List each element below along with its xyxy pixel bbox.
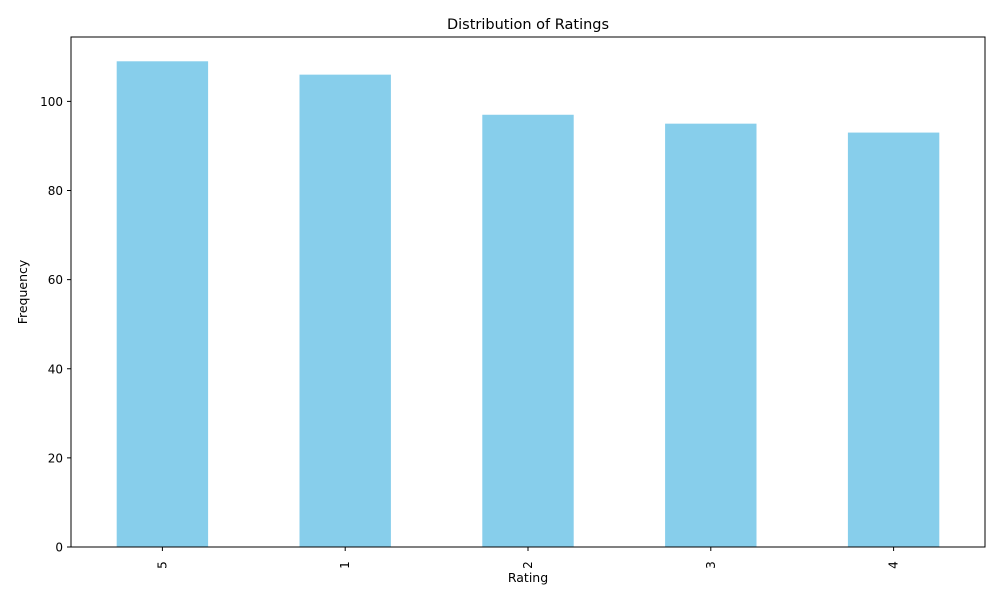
bar-rating-4 (847, 132, 940, 547)
bar-rating-5 (116, 61, 209, 547)
x-tick-label: 2 (521, 561, 535, 569)
x-tick-label: 3 (704, 561, 718, 569)
x-tick-label: 1 (338, 561, 352, 569)
bar-rating-3 (665, 123, 757, 548)
bars-layer (116, 61, 940, 548)
x-axis: 5 1 2 3 4 (155, 547, 901, 569)
bar-rating-1 (299, 74, 391, 548)
y-tick-label: 40 (48, 362, 63, 376)
y-tick-label: 100 (40, 95, 63, 109)
y-axis-label: Frequency (15, 259, 30, 324)
y-tick-label: 80 (48, 184, 63, 198)
y-tick-label: 20 (48, 451, 63, 465)
x-tick-label: 4 (887, 561, 901, 569)
x-axis-label: Rating (508, 570, 548, 585)
bar-rating-2 (482, 114, 574, 547)
y-tick-label: 0 (55, 541, 63, 555)
chart-title: Distribution of Ratings (447, 17, 609, 33)
y-axis: 0 20 40 60 80 100 (40, 95, 71, 555)
x-tick-label: 5 (155, 561, 169, 569)
y-tick-label: 60 (48, 273, 63, 287)
